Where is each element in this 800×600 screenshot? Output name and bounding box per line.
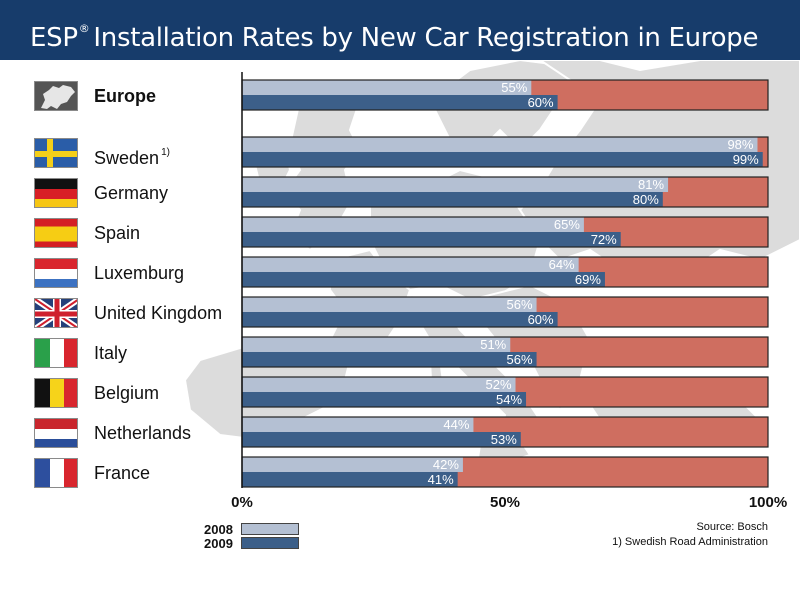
data-label-2008: 52% (485, 377, 511, 392)
italy-flag-icon (34, 338, 78, 368)
title-bar: ESP® Installation Rates by New Car Regist… (0, 0, 800, 60)
bar-2009 (242, 95, 558, 110)
bar-2009 (242, 312, 558, 327)
bar-2009 (242, 432, 521, 447)
data-label-2009: 80% (633, 192, 659, 207)
country-label: Belgium (94, 382, 159, 404)
footnote-marker: 1) (161, 147, 170, 158)
data-label-2009: 53% (491, 432, 517, 447)
bar-2008 (242, 257, 579, 272)
country-name: Sweden (94, 148, 160, 168)
bar-2009 (242, 272, 605, 287)
bar-2008 (242, 417, 474, 432)
source-note: Source: Bosch (696, 521, 768, 533)
france-flag-icon (34, 458, 78, 488)
data-label-2009: 56% (507, 352, 533, 367)
country-label: France (94, 462, 150, 484)
spain-flag-icon (34, 218, 78, 248)
registered-mark: ® (78, 22, 90, 35)
data-label-2008: 56% (507, 297, 533, 312)
country-label: Italy (94, 342, 127, 364)
country-name: United Kingdom (94, 303, 223, 323)
bar-2008 (242, 377, 516, 392)
bar-2008 (242, 297, 537, 312)
country-label: Luxemburg (94, 262, 184, 284)
bar-2009 (242, 152, 763, 167)
country-label: Sweden 1) (94, 142, 170, 169)
data-label-2008: 42% (433, 457, 459, 472)
netherlands-flag-icon (34, 418, 78, 448)
country-name: Luxemburg (94, 263, 185, 283)
data-label-2008: 55% (501, 80, 527, 95)
belgium-flag-icon (34, 378, 78, 408)
data-label-2008: 64% (549, 257, 575, 272)
x-tick-label: 0% (231, 494, 253, 511)
bar-2008 (242, 457, 463, 472)
data-label-2008: 65% (554, 217, 580, 232)
bar-2009 (242, 392, 527, 407)
data-label-2009: 54% (496, 392, 522, 407)
data-label-2009: 72% (591, 232, 617, 247)
footnote-text: 1) Swedish Road Administration (612, 536, 768, 548)
country-label: Germany (94, 182, 168, 204)
data-label-2009: 60% (528, 312, 554, 327)
europe-map-icon (34, 81, 78, 111)
united-kingdom-flag-icon (34, 298, 78, 328)
x-tick-label: 50% (490, 494, 520, 511)
country-name: Italy (94, 343, 128, 363)
bar-2009 (242, 472, 458, 487)
data-label-2009: 69% (575, 272, 601, 287)
country-name: Germany (94, 183, 169, 203)
bar-2009 (242, 192, 663, 207)
germany-flag-icon (34, 178, 78, 208)
x-tick-label: 100% (749, 494, 787, 511)
country-name: Spain (94, 223, 141, 243)
luxembourg-flag-icon (34, 258, 78, 288)
country-name: Europe (94, 86, 157, 106)
bar-2008 (242, 337, 511, 352)
data-label-2008: 51% (480, 337, 506, 352)
legend-swatch-2009 (241, 537, 299, 549)
data-label-2009: 41% (428, 472, 454, 487)
legend-label-2008: 2008 (204, 522, 233, 537)
legend-label-2009: 2009 (204, 536, 233, 551)
bar-2008 (242, 217, 584, 232)
data-label-2009: 60% (528, 95, 554, 110)
bar-2008 (242, 177, 669, 192)
data-label-2008: 44% (443, 417, 469, 432)
country-name: France (94, 463, 151, 483)
data-label-2008: 81% (638, 177, 664, 192)
bar-2008 (242, 137, 758, 152)
sweden-flag-icon (34, 138, 78, 168)
bar-2009 (242, 352, 537, 367)
legend-swatch-2008 (241, 523, 299, 535)
bar-2008 (242, 80, 532, 95)
country-label: Europe (94, 85, 156, 107)
country-label: Netherlands (94, 422, 191, 444)
data-label-2008: 98% (727, 137, 753, 152)
country-label: United Kingdom (94, 302, 222, 324)
data-label-2009: 99% (733, 152, 759, 167)
bar-2009 (242, 232, 621, 247)
country-name: Belgium (94, 383, 160, 403)
chart-title: ESP® Installation Rates by New Car Regist… (30, 22, 759, 53)
country-label: Spain (94, 222, 140, 244)
country-name: Netherlands (94, 423, 192, 443)
